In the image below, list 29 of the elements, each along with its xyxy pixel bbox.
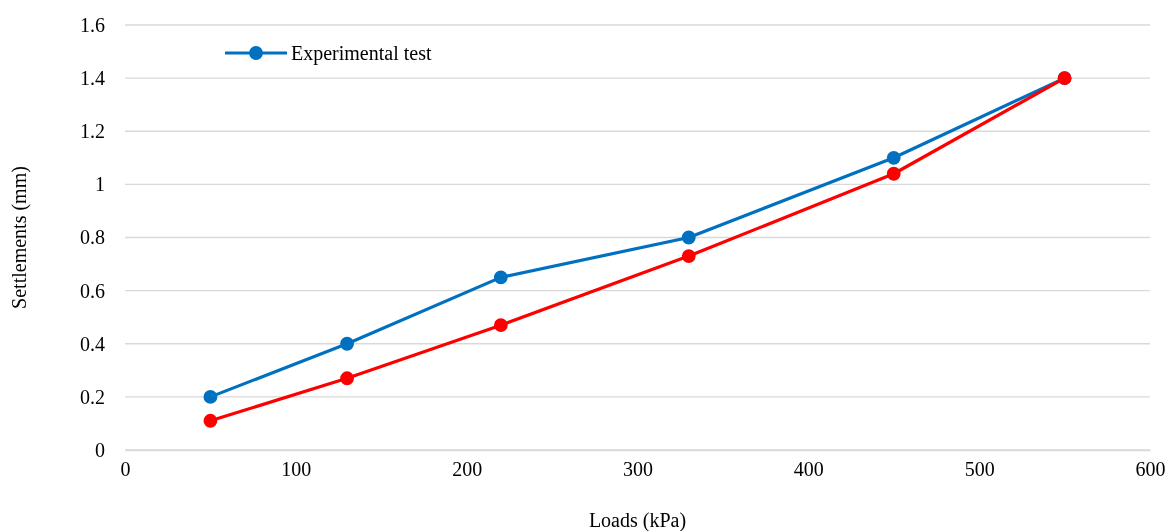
y-tick-label: 0.8: [80, 226, 105, 249]
x-tick-label: 300: [623, 458, 653, 481]
x-tick-label: 0: [120, 458, 131, 481]
x-tick-label: 400: [793, 458, 824, 481]
y-tick-label: 1.2: [80, 120, 105, 143]
x-tick-label: 200: [452, 458, 483, 481]
point: [340, 371, 354, 386]
legend-label: Experimental test: [291, 42, 432, 65]
y-tick-label: 0.4: [80, 332, 105, 355]
y-tick-label: 0: [95, 438, 105, 461]
point: [493, 270, 508, 285]
point: [203, 413, 218, 428]
x-tick-label: 500: [964, 458, 995, 481]
x-tick-label: 600: [1135, 458, 1166, 481]
point: [493, 318, 508, 333]
y-axis-title: Settlements (mm): [8, 166, 31, 309]
y-tick-label: 1.6: [80, 13, 105, 36]
x-tick-label: 100: [281, 458, 312, 481]
point: [203, 389, 218, 404]
point: [886, 166, 901, 181]
x-axis-title: Loads (kPa): [588, 509, 687, 531]
point: [681, 230, 696, 245]
y-tick-label: 0.2: [80, 385, 105, 408]
point: [681, 249, 696, 263]
y-tick-label: 1.4: [80, 67, 105, 90]
point: [886, 150, 901, 165]
y-tick-label: 1: [95, 173, 105, 196]
point: [340, 336, 354, 351]
y-tick-label: 0.6: [80, 279, 105, 302]
